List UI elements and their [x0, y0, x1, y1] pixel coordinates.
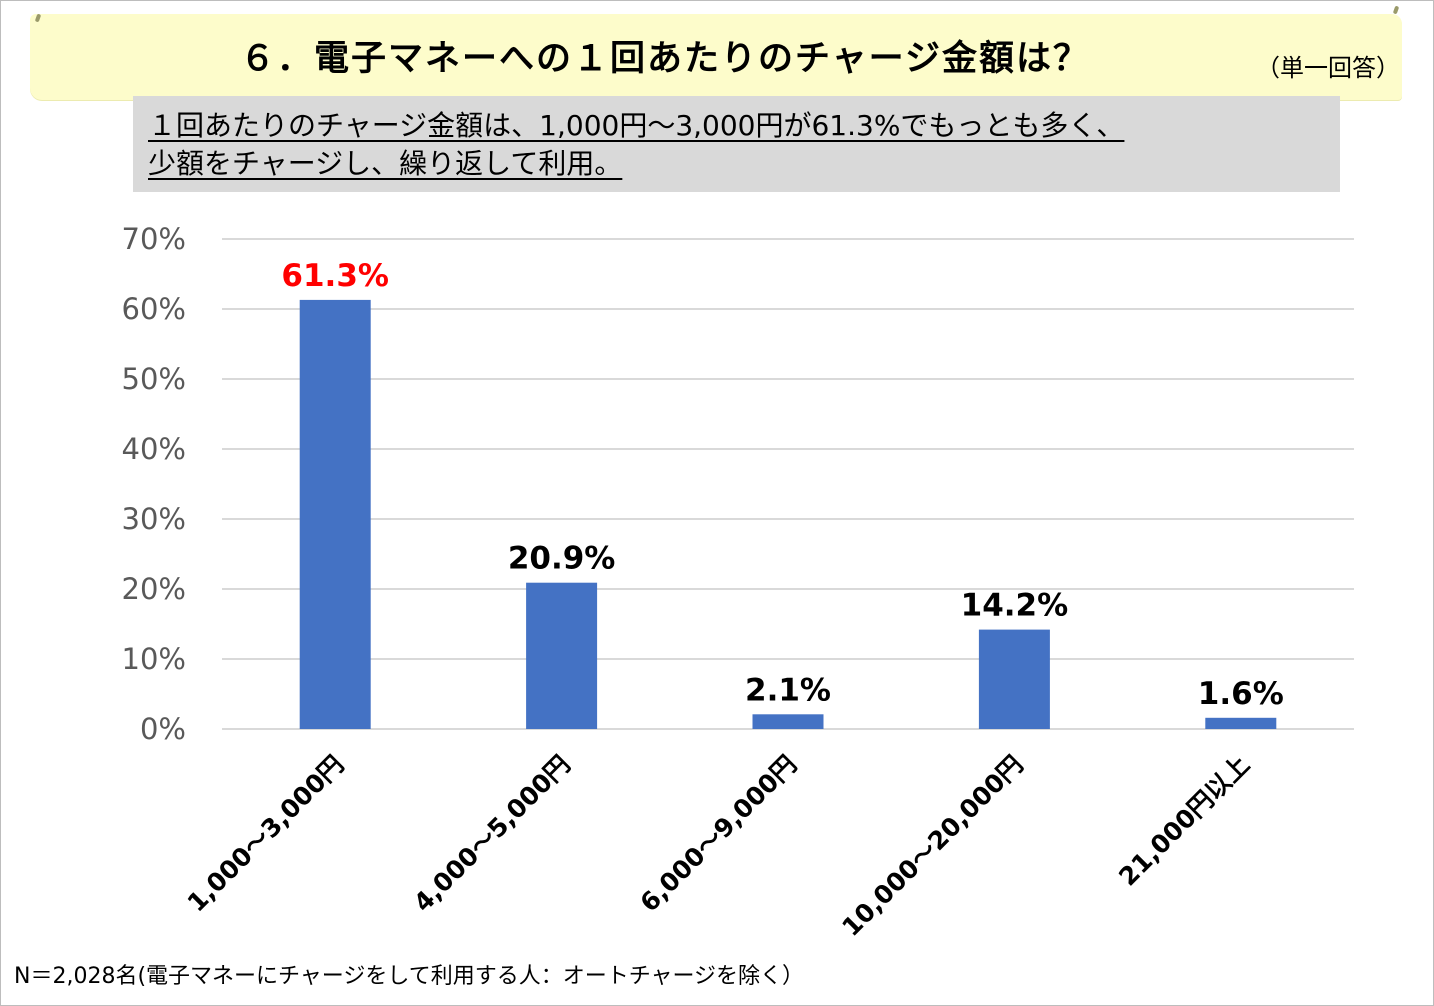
- x-tick-label: 21,000円以上: [1113, 750, 1255, 892]
- y-tick-label: 50%: [122, 362, 186, 396]
- bar: [1205, 717, 1277, 729]
- y-tick-label: 0%: [140, 712, 186, 746]
- chart-title: ６．電子マネーへの１回あたりのチャージ金額は？: [240, 39, 1090, 79]
- data-label: 61.3%: [281, 258, 389, 294]
- data-label: 20.9%: [508, 541, 616, 577]
- data-label: 1.6%: [1198, 676, 1284, 712]
- sample-size-footnote: N＝2,028名(電子マネーにチャージをして利用する人：オートチャージを除く）: [14, 964, 805, 989]
- bar: [752, 714, 824, 729]
- x-tick-label: 1,000～3,000円: [182, 750, 350, 918]
- data-label: 14.2%: [961, 588, 1069, 624]
- x-tick-label: 4,000～5,000円: [408, 750, 576, 918]
- y-tick-label: 30%: [122, 502, 186, 536]
- bar: [978, 629, 1050, 729]
- answer-type-note: （単一回答）: [1256, 54, 1400, 82]
- summary-box: [133, 96, 1340, 192]
- y-tick-label: 40%: [122, 432, 186, 466]
- y-tick-label: 60%: [122, 292, 186, 326]
- x-tick-label: 6,000～9,000円: [635, 750, 803, 918]
- title-banner: [30, 14, 1402, 100]
- bar: [526, 582, 598, 729]
- summary-line-2: 少額をチャージし、繰り返して利用。: [148, 147, 623, 180]
- x-tick-label: 10,000～20,000円: [836, 750, 1028, 942]
- y-tick-label: 70%: [122, 222, 186, 256]
- bar: [299, 299, 371, 729]
- summary-line-1: １回あたりのチャージ金額は、1,000円～3,000円が61.3%でもっとも多く…: [148, 109, 1125, 142]
- y-tick-label: 10%: [122, 642, 186, 676]
- data-label: 2.1%: [745, 672, 831, 708]
- y-tick-label: 20%: [122, 572, 186, 606]
